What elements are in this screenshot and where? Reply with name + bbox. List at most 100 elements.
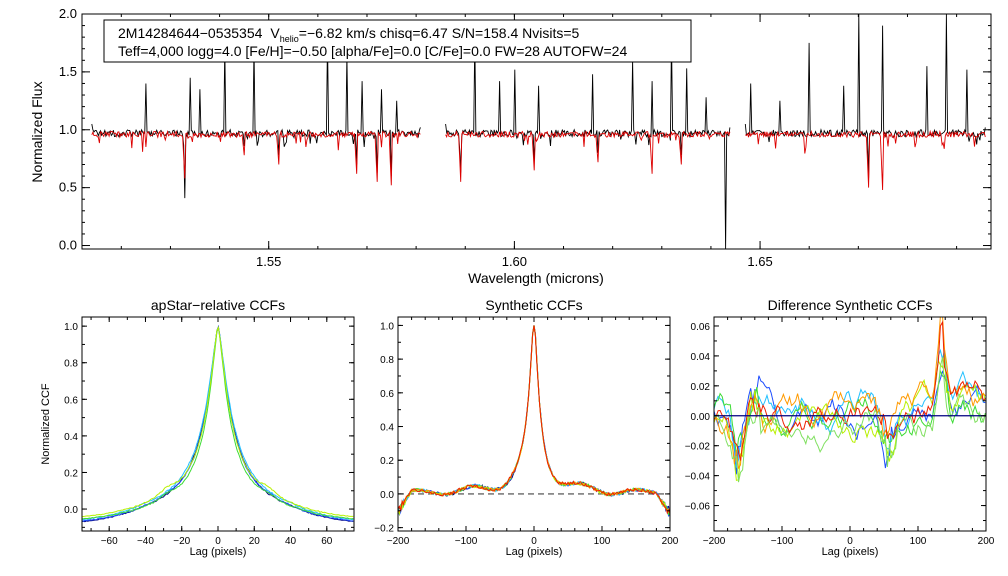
y-tick-label: 0.4 (380, 423, 394, 434)
synthetic-ccf-line (397, 325, 671, 516)
x-tick-label: 200 (662, 536, 679, 547)
difference-ccf-panel: Difference Synthetic CCFs −200 −100 0 100 20… (685, 297, 995, 558)
apstar-ccf-line (82, 326, 354, 521)
x-tick-label: 40 (285, 536, 297, 547)
x-tick-label: 0 (531, 536, 537, 547)
x-tick-label: 1.65 (747, 254, 772, 269)
synthetic-ccf-line (397, 325, 671, 516)
y-tick-label: 0.0 (380, 490, 394, 501)
difference-ccf-line (714, 370, 986, 475)
difference-ccf-xlabel: Lag (pixels) (822, 546, 879, 558)
x-tick-label: 1.60 (502, 254, 527, 269)
y-tick-label: 0.2 (64, 468, 78, 479)
info-vhelio-subscript: helio (280, 34, 299, 44)
y-tick-label: 0.5 (59, 180, 77, 195)
info-box-frame (103, 19, 692, 63)
y-tick-label: 0.02 (691, 382, 711, 393)
x-tick-label: 1.55 (256, 254, 281, 269)
y-tick-label: −0.02 (685, 442, 711, 453)
observed-spectrum-line (91, 37, 421, 199)
model-spectrum-line (91, 129, 421, 186)
synthetic-ccf-frame (397, 316, 671, 532)
y-tick-label: 0.6 (64, 395, 78, 406)
y-tick-label: 0.8 (64, 359, 78, 370)
y-tick-label: 1.0 (380, 321, 394, 332)
y-tick-label: 0.0 (64, 505, 78, 516)
observed-spectrum-line (744, 14, 986, 179)
apstar-ccf-ticks: −60 −40 −20 0 20 40 60 0.0 0.2 0.4 0.6 0.8 1.0 (64, 317, 354, 547)
difference-ccf-lines (714, 317, 986, 483)
observed-spectrum-line (445, 37, 731, 249)
x-tick-label: −40 (137, 536, 154, 547)
model-spectrum-line (745, 129, 986, 191)
info-line-2: Teff=4,000 logg=4.0 [Fe/H]=−0.50 [alpha/… (118, 43, 627, 59)
x-tick-label: −100 (455, 536, 478, 547)
y-tick-label: −0.2 (374, 524, 394, 535)
y-tick-label: −0.06 (685, 502, 711, 513)
x-tick-label: 100 (594, 536, 611, 547)
y-tick-label: 0.8 (380, 355, 394, 366)
spectrum-ylabel: Normalized Flux (29, 81, 45, 182)
x-tick-label: 0 (847, 536, 853, 547)
y-tick-label: 1.0 (64, 322, 78, 333)
synthetic-ccf-xlabel: Lag (pixels) (506, 546, 563, 558)
y-tick-label: 2.0 (59, 6, 77, 21)
synthetic-ccf-line (397, 325, 671, 515)
y-tick-label: −0.04 (685, 472, 711, 483)
difference-ccf-line (714, 354, 986, 482)
synthetic-ccf-title: Synthetic CCFs (485, 297, 582, 313)
spectrum-xlabel: Wavelength (microns) (468, 270, 604, 286)
apstar-ccf-line (81, 324, 354, 522)
spectrum-data-area (91, 14, 986, 249)
y-tick-label: 0.6 (380, 389, 394, 400)
y-tick-label: 1.5 (59, 64, 77, 79)
apstar-ccf-line (81, 325, 354, 518)
info-object-id: 2M14284644−0535354 (118, 25, 263, 41)
x-tick-label: 20 (249, 536, 261, 547)
y-tick-label: 0.04 (691, 352, 711, 363)
apstar-ccf-xlabel: Lag (pixels) (190, 546, 247, 558)
apstar-ccf-line (82, 327, 354, 520)
apstar-ccf-panel: apStar−relative CCFs −60 −40 −20 0 20 40 60 0.0… (40, 297, 355, 558)
synthetic-ccf-line (397, 325, 671, 517)
spectrum-ticks: 1.55 1.60 1.65 0.0 0.5 1.0 1.5 2.0 (59, 6, 991, 269)
synthetic-ccf-line (397, 325, 671, 516)
y-tick-label: 0.06 (691, 322, 711, 333)
x-tick-label: −100 (771, 536, 794, 547)
x-tick-label: −60 (101, 536, 118, 547)
synthetic-ccf-ticks: −200 −100 0 100 200 −0.2 0.0 0.2 0.4 0.6 0.8 1.0 (374, 317, 679, 547)
spectrum-frame (81, 13, 992, 250)
difference-ccf-line (714, 357, 986, 483)
x-tick-label: 100 (910, 536, 927, 547)
apstar-ccf-line (81, 325, 354, 523)
spectrum-lines (91, 14, 986, 249)
x-tick-label: 200 (978, 536, 995, 547)
spectrum-panel: 1.55 1.60 1.65 0.0 0.5 1.0 1.5 2.0 Wavelength (… (29, 6, 992, 286)
info-vhelio-symbol: V (270, 25, 280, 41)
info-line-1-values: =−6.82 km/s chisq=6.47 S/N=158.4 Nvisits… (299, 25, 580, 41)
apstar-ccf-ylabel: Normalized CCF (40, 383, 52, 465)
y-tick-label: 0.2 (380, 456, 394, 467)
model-spectrum-line (445, 130, 731, 182)
difference-ccf-ticks: −200 −100 0 100 200 −0.06 −0.04 −0.02 0.00 0.02 0.… (685, 317, 995, 547)
x-tick-label: −200 (387, 536, 410, 547)
spectrum-info-box: 2M14284644−0535354 Vhelio=−6.82 km/s chis… (103, 19, 692, 63)
x-tick-label: 0 (215, 536, 221, 547)
apstar-ccf-data-area (81, 324, 354, 523)
synthetic-ccf-line (397, 325, 671, 513)
y-tick-label: 0.0 (59, 238, 77, 253)
apstar-ccf-frame (81, 316, 355, 532)
difference-ccf-line (714, 348, 986, 468)
difference-ccf-line (714, 320, 986, 461)
x-tick-label: 60 (321, 536, 333, 547)
y-tick-label: 0.00 (691, 412, 711, 423)
x-tick-label: −200 (703, 536, 726, 547)
synthetic-ccf-panel: Synthetic CCFs −200 −100 0 100 200 −0.2 0.0 0.2… (374, 297, 679, 558)
x-tick-label: −20 (173, 536, 190, 547)
y-tick-label: 1.0 (59, 122, 77, 137)
difference-ccf-data-area (714, 317, 986, 483)
info-line-1: 2M14284644−0535354 Vhelio=−6.82 km/s chis… (118, 25, 580, 44)
apstar-ccf-title: apStar−relative CCFs (151, 297, 285, 313)
synthetic-ccf-line (397, 325, 671, 517)
